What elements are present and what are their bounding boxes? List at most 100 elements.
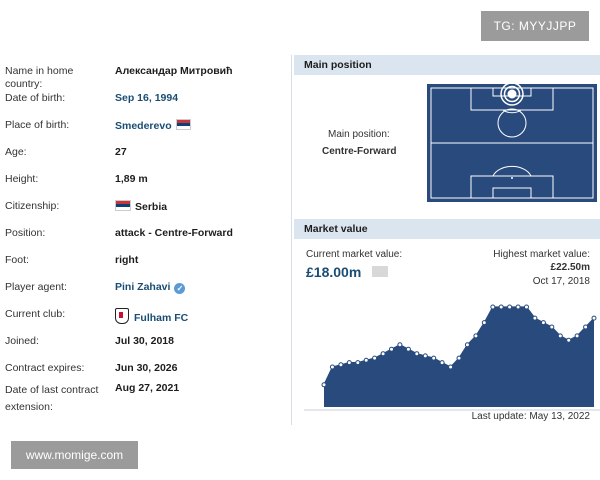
row-date-of-birth: Date of birth: Sep 16, 1994	[0, 92, 288, 118]
value-citizenship: Serbia	[115, 200, 167, 214]
chart-point[interactable]	[431, 355, 437, 361]
chart-point[interactable]	[574, 333, 580, 339]
row-position: Position: attack - Centre-Forward	[0, 227, 288, 253]
value-place-of-birth: Smederevo	[115, 119, 191, 133]
citizenship-text: Serbia	[135, 201, 168, 213]
chart-point[interactable]	[389, 346, 394, 352]
chart-point[interactable]	[481, 320, 487, 326]
chart-point[interactable]	[355, 360, 361, 366]
value-foot: right	[115, 254, 139, 266]
last-update-text: Last update: May 13, 2022	[471, 411, 590, 422]
row-current-club: Current club: Fulham FC	[0, 308, 288, 334]
label-contract-expires: Contract expires:	[5, 362, 85, 374]
bottom-goal-box	[492, 187, 532, 199]
chart-point[interactable]	[372, 355, 378, 361]
chart-point[interactable]	[338, 362, 344, 368]
label-name-home: Name in home country:	[5, 65, 74, 90]
chart-point[interactable]	[515, 304, 521, 310]
row-last-extension: Date of last contract extension: Aug 27,…	[0, 382, 288, 418]
watermark-top-right: TG: MYYJJPP	[481, 11, 589, 41]
row-height: Height: 1,89 m	[0, 173, 288, 199]
label-current-club: Current club:	[5, 308, 66, 320]
current-market-value: £18.00m	[306, 264, 362, 280]
current-market-value-label: Current market value:	[306, 249, 403, 260]
market-value-panel: Market value Current market value: £18.0…	[294, 219, 600, 425]
label-place-of-birth: Place of birth:	[5, 119, 70, 131]
value-joined: Jul 30, 2018	[115, 335, 174, 347]
market-value-header: Market value	[294, 219, 600, 239]
club-crest-icon	[115, 308, 129, 324]
chart-point[interactable]	[422, 353, 428, 359]
currency-switch-icon[interactable]	[372, 266, 388, 277]
chart-point[interactable]	[414, 351, 420, 357]
value-height: 1,89 m	[115, 173, 148, 185]
chart-point[interactable]	[439, 360, 445, 366]
label-player-agent: Player agent:	[5, 281, 67, 293]
position-marker	[500, 84, 524, 106]
bottom-penalty-arc	[492, 165, 532, 177]
highest-market-value-date: Oct 17, 2018	[532, 276, 590, 287]
chart-point[interactable]	[473, 333, 479, 339]
value-age: 27	[115, 146, 127, 158]
chart-point[interactable]	[464, 342, 470, 348]
chart-point[interactable]	[566, 337, 572, 343]
row-contract-expires: Contract expires: Jun 30, 2026	[0, 362, 288, 388]
chart-point[interactable]	[507, 304, 513, 310]
main-position-label: Main position:	[328, 129, 390, 140]
verified-check-icon: ✓	[174, 283, 186, 294]
serbia-flag-icon	[175, 119, 191, 130]
chart-point[interactable]	[405, 346, 411, 352]
value-last-extension: Aug 27, 2021	[115, 382, 180, 394]
chart-point[interactable]	[557, 333, 563, 339]
label-age: Age:	[5, 146, 27, 158]
player-agent-text[interactable]: Pini Zahavi	[115, 281, 171, 293]
row-name-home: Name in home country: Александар Митрови…	[0, 65, 288, 91]
chart-point[interactable]	[346, 360, 352, 366]
highest-market-value: £22.50m	[550, 262, 590, 273]
value-contract-expires: Jun 30, 2026	[115, 362, 178, 374]
place-of-birth-text: Smederevo	[115, 120, 172, 132]
watermark-bottom-left: www.momige.com	[11, 441, 138, 469]
label-date-of-birth: Date of birth:	[5, 92, 66, 104]
label-joined: Joined:	[5, 335, 39, 347]
chart-point[interactable]	[524, 304, 529, 310]
chart-point[interactable]	[532, 315, 538, 321]
value-position: attack - Centre-Forward	[115, 227, 233, 239]
chart-point[interactable]	[363, 357, 369, 363]
row-joined: Joined: Jul 30, 2018	[0, 335, 288, 361]
row-place-of-birth: Place of birth: Smederevo	[0, 119, 288, 145]
chart-point[interactable]	[321, 382, 327, 388]
chart-point[interactable]	[591, 315, 597, 321]
chart-point[interactable]	[498, 304, 504, 310]
player-profile-table: Name in home country: Александар Митрови…	[0, 55, 288, 423]
chart-point[interactable]	[329, 364, 335, 370]
chart-point[interactable]	[397, 342, 403, 348]
row-foot: Foot: right	[0, 254, 288, 280]
chart-point[interactable]	[583, 324, 589, 330]
label-height: Height:	[5, 173, 39, 185]
pitch-diagram	[427, 84, 597, 202]
chart-point[interactable]	[448, 364, 454, 370]
row-player-agent: Player agent: Pini Zahavi ✓	[0, 281, 288, 307]
main-position-panel: Main position Main position: Centre-Forw…	[294, 55, 600, 215]
chart-point[interactable]	[380, 351, 386, 357]
main-position-value: Centre-Forward	[322, 146, 397, 157]
highest-market-value-label: Highest market value:	[493, 249, 590, 260]
value-name-home: Александар Митровић	[115, 65, 233, 77]
chart-point[interactable]	[549, 324, 555, 330]
label-position: Position:	[5, 227, 46, 239]
row-citizenship: Citizenship: Serbia	[0, 200, 288, 226]
chart-point[interactable]	[456, 355, 462, 361]
main-position-header: Main position	[294, 55, 600, 75]
row-age: Age: 27	[0, 146, 288, 172]
market-value-chart	[304, 304, 600, 411]
value-date-of-birth[interactable]: Sep 16, 1994	[115, 92, 179, 104]
value-current-club[interactable]: Fulham FC	[115, 308, 188, 325]
chart-point[interactable]	[490, 304, 496, 310]
serbia-flag-icon	[115, 200, 131, 211]
value-player-agent[interactable]: Pini Zahavi ✓	[115, 281, 186, 294]
top-half-circle	[497, 108, 527, 138]
current-club-text[interactable]: Fulham FC	[134, 312, 189, 324]
chart-point[interactable]	[540, 320, 546, 326]
label-last-extension: Date of last contract extension:	[5, 384, 99, 413]
